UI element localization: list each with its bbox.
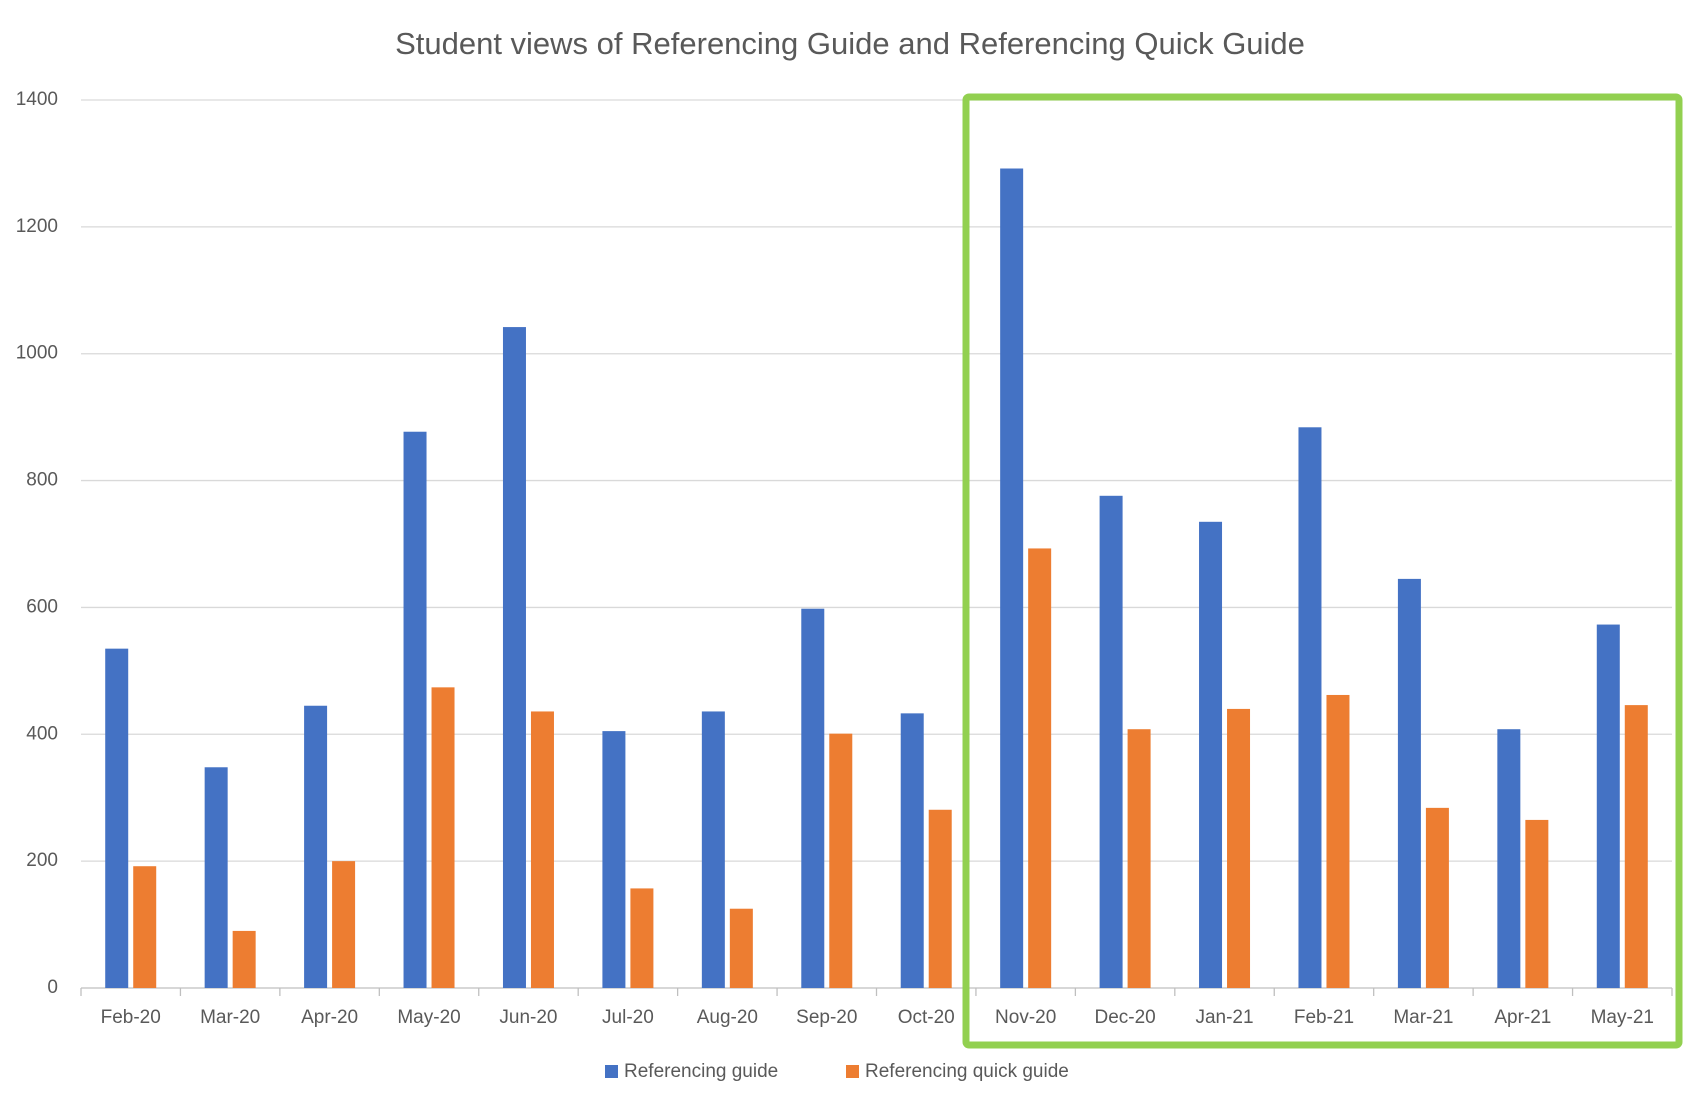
bar xyxy=(332,861,356,988)
x-tick-label: Feb-21 xyxy=(1294,1007,1354,1028)
bar xyxy=(1425,807,1449,988)
legend-label: Referencing quick guide xyxy=(865,1061,1069,1082)
bar xyxy=(431,687,455,988)
y-tick-label: 1200 xyxy=(16,216,58,237)
y-tick-label: 1000 xyxy=(16,343,58,364)
bar xyxy=(1624,705,1648,988)
x-tick-label: Jul-20 xyxy=(602,1007,654,1028)
bar xyxy=(1227,708,1251,988)
bar xyxy=(602,731,626,988)
x-tick-label: May-21 xyxy=(1591,1007,1654,1028)
x-tick-label: Nov-20 xyxy=(995,1007,1056,1028)
x-tick-label: Mar-20 xyxy=(200,1007,260,1028)
bar xyxy=(204,767,228,988)
bar xyxy=(1596,624,1620,988)
bar xyxy=(630,888,654,988)
bar xyxy=(304,705,328,988)
bar xyxy=(1127,729,1151,988)
bar xyxy=(1497,729,1521,988)
bar xyxy=(1099,495,1123,988)
bar xyxy=(133,866,157,988)
bar xyxy=(502,327,526,988)
highlight-box xyxy=(962,93,1683,1049)
x-tick-label: Apr-21 xyxy=(1494,1007,1551,1028)
bar xyxy=(900,713,924,988)
x-tick-label: Aug-20 xyxy=(697,1007,758,1028)
bar xyxy=(1326,694,1350,988)
x-tick-label: May-20 xyxy=(397,1007,460,1028)
bar xyxy=(729,908,753,988)
legend-swatch xyxy=(846,1065,859,1078)
x-tick-label: Jun-20 xyxy=(499,1007,557,1028)
bar xyxy=(1397,578,1421,988)
bar xyxy=(1028,548,1052,988)
bar xyxy=(1199,521,1223,988)
y-tick-label: 200 xyxy=(26,850,58,871)
y-tick-label: 1400 xyxy=(16,89,58,110)
bar xyxy=(1525,819,1549,988)
x-tick-label: Sep-20 xyxy=(796,1007,857,1028)
bar xyxy=(1298,427,1322,988)
y-tick-label: 600 xyxy=(26,596,58,617)
bar xyxy=(801,608,825,988)
x-tick-label: Jan-21 xyxy=(1195,1007,1253,1028)
y-tick-label: 800 xyxy=(26,470,58,491)
bar xyxy=(701,711,725,988)
bar xyxy=(232,930,256,988)
x-tick-label: Oct-20 xyxy=(898,1007,955,1028)
bar xyxy=(403,431,427,988)
bar xyxy=(105,648,129,988)
chart-title: Student views of Referencing Guide and R… xyxy=(395,26,1305,61)
bar xyxy=(928,809,952,988)
bar xyxy=(530,711,554,988)
bar xyxy=(1000,168,1024,988)
x-tick-label: Feb-20 xyxy=(101,1007,161,1028)
x-tick-label: Apr-20 xyxy=(301,1007,358,1028)
y-tick-label: 0 xyxy=(47,977,58,998)
legend-label: Referencing guide xyxy=(624,1061,778,1082)
bar xyxy=(829,733,853,988)
x-tick-label: Dec-20 xyxy=(1094,1007,1155,1028)
y-tick-label: 400 xyxy=(26,723,58,744)
legend-swatch xyxy=(605,1065,618,1078)
x-tick-label: Mar-21 xyxy=(1393,1007,1453,1028)
